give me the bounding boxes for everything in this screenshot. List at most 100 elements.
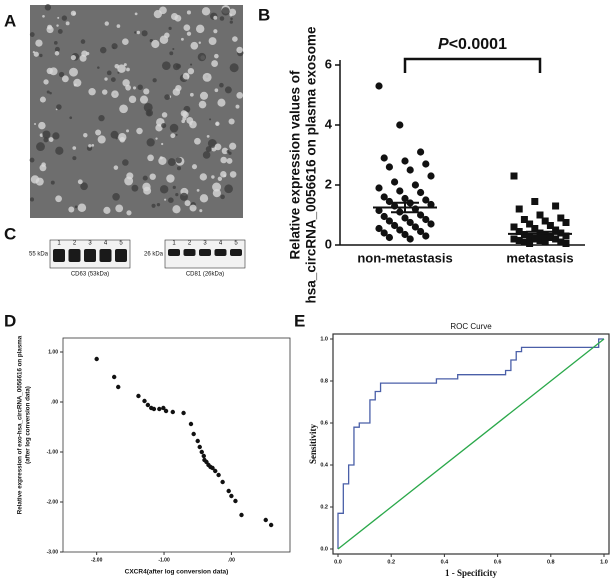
particle xyxy=(111,43,118,50)
blot-band xyxy=(230,249,242,256)
data-point xyxy=(562,219,570,226)
particle xyxy=(172,205,181,214)
particle xyxy=(151,203,156,208)
particle xyxy=(110,130,119,139)
blot-band xyxy=(183,249,196,256)
lane-label: 3 xyxy=(88,241,92,247)
micrograph-texture xyxy=(29,4,244,216)
data-point xyxy=(541,217,549,225)
particle xyxy=(101,89,108,95)
data-point xyxy=(411,181,419,189)
particle xyxy=(104,21,109,26)
data-point xyxy=(380,212,388,221)
lane-label: 1 xyxy=(57,241,61,247)
data-point xyxy=(562,240,570,247)
blot-marker: 26 kDa xyxy=(144,252,164,258)
particle xyxy=(168,197,174,203)
particle xyxy=(151,39,160,49)
data-point xyxy=(268,522,274,528)
particle xyxy=(175,193,179,197)
data-point xyxy=(161,405,166,411)
roc-line xyxy=(337,338,605,550)
particle xyxy=(69,67,78,77)
particle xyxy=(47,24,53,30)
y-tick-label: 6 xyxy=(325,56,332,71)
data-point xyxy=(213,468,218,474)
particle xyxy=(134,12,138,16)
particle xyxy=(175,133,178,136)
particle xyxy=(161,61,171,70)
blot-band xyxy=(115,249,127,262)
particle xyxy=(111,90,119,99)
particle xyxy=(180,37,184,41)
particle xyxy=(103,206,111,214)
particle xyxy=(207,139,217,148)
data-point xyxy=(142,398,147,404)
blot-band xyxy=(168,249,180,256)
blot-label: CD63 (53kDa) xyxy=(71,272,109,278)
y-tick-label: 0.0 xyxy=(320,546,328,552)
particle xyxy=(42,130,51,139)
data-point xyxy=(546,222,554,229)
particle xyxy=(159,156,163,160)
particle xyxy=(236,46,243,54)
particle xyxy=(172,47,175,51)
y-tick-label: 1.00 xyxy=(48,349,58,355)
y-tick-label: 2 xyxy=(325,176,332,191)
particle xyxy=(58,71,65,78)
particle xyxy=(97,135,106,144)
x-tick-label: 1.0 xyxy=(600,559,608,565)
particle xyxy=(43,79,49,85)
data-point xyxy=(422,160,430,168)
particle xyxy=(161,112,168,118)
particle xyxy=(206,135,210,138)
particle xyxy=(180,110,188,117)
particle xyxy=(214,143,222,151)
particle xyxy=(72,12,76,16)
data-point xyxy=(188,421,194,427)
particle xyxy=(54,51,60,56)
x-tick-label: 0.4 xyxy=(441,559,450,565)
particle xyxy=(83,132,88,138)
particle xyxy=(134,31,137,34)
data-point xyxy=(401,157,409,165)
data-point xyxy=(380,229,388,237)
particle xyxy=(88,88,96,96)
particle xyxy=(70,55,76,61)
particle xyxy=(220,194,225,200)
y-tick-label: 1.0 xyxy=(320,336,328,342)
particle xyxy=(114,63,120,69)
particle xyxy=(168,26,172,30)
particle xyxy=(139,95,149,104)
lane-label: 2 xyxy=(73,241,77,247)
data-point xyxy=(401,230,409,239)
data-point xyxy=(406,166,414,174)
data-point xyxy=(226,488,231,494)
data-point xyxy=(515,205,523,213)
particle xyxy=(224,86,232,94)
data-point xyxy=(562,232,570,240)
particle xyxy=(190,63,193,66)
particle xyxy=(77,203,87,213)
particle xyxy=(116,24,121,28)
particle xyxy=(224,184,233,194)
data-point xyxy=(531,225,539,232)
particle xyxy=(72,156,77,161)
particle xyxy=(215,122,219,126)
particle xyxy=(175,84,182,92)
particle xyxy=(69,116,73,120)
particle xyxy=(220,171,227,178)
particle xyxy=(98,114,105,122)
data-point xyxy=(510,223,518,231)
blot-band xyxy=(53,249,65,262)
particle xyxy=(61,75,69,83)
particle xyxy=(226,158,233,164)
data-point xyxy=(199,449,204,455)
data-point xyxy=(94,356,99,362)
y-axis-label: Relative expression of exo-hsa_circRNA_0… xyxy=(17,335,24,514)
particle xyxy=(186,10,191,15)
data-point xyxy=(552,235,560,243)
data-point xyxy=(427,220,435,228)
particle xyxy=(217,98,226,107)
